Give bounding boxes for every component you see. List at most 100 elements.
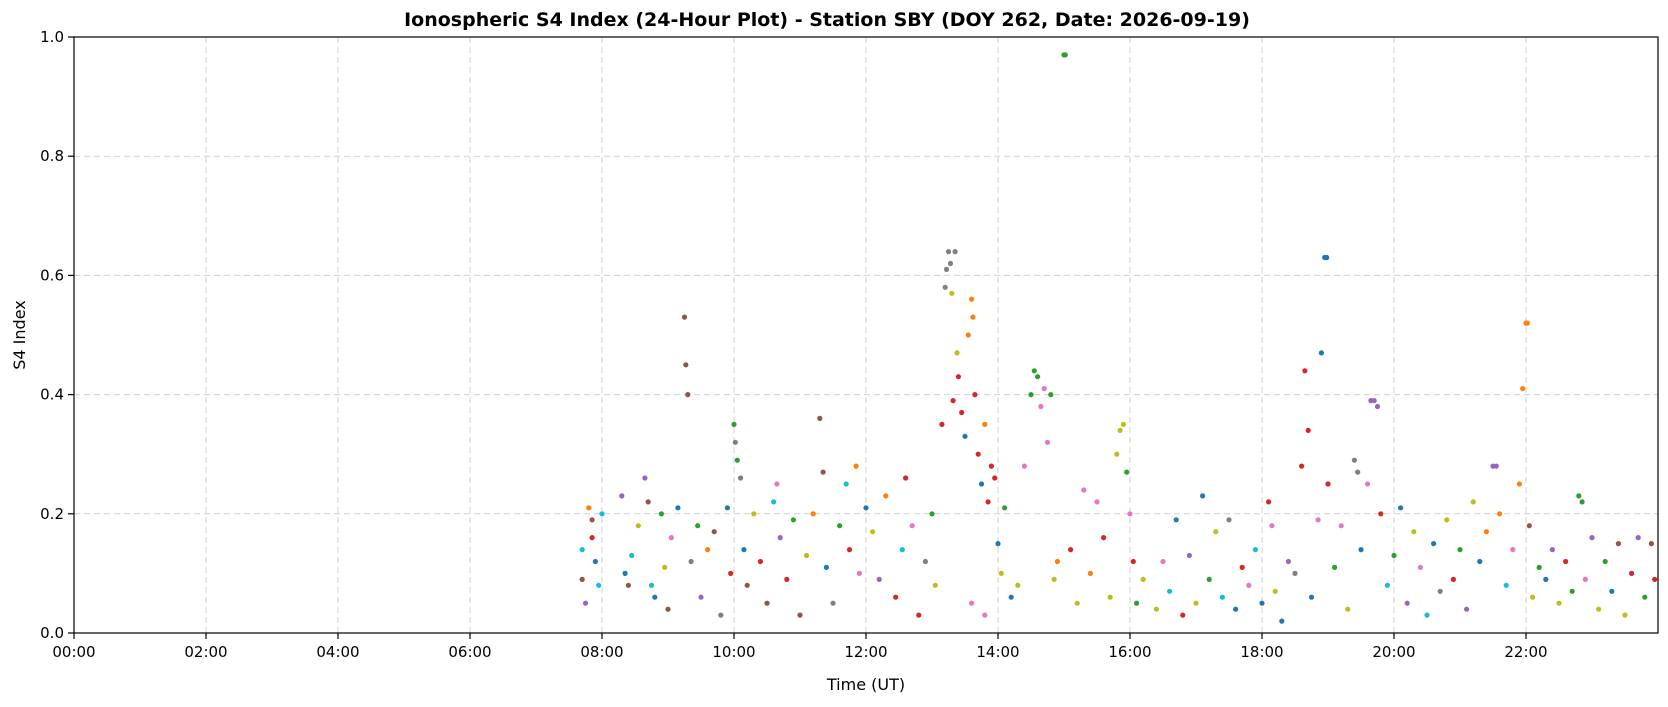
data-point <box>1299 463 1305 469</box>
data-point <box>1450 576 1456 583</box>
data-point <box>982 421 988 427</box>
data-point <box>764 600 770 606</box>
x-axis-label: Time (UT) <box>826 675 905 694</box>
data-point <box>1324 254 1330 261</box>
data-point <box>992 475 998 481</box>
data-point <box>731 421 737 427</box>
data-point <box>1549 547 1555 553</box>
data-point <box>909 523 915 529</box>
axis-ticks: 00:00 02:00 04:00 06:00 08:00 10:00 12:00 14:00… <box>40 28 1547 661</box>
data-point <box>1315 517 1321 523</box>
data-point <box>652 594 658 600</box>
data-point <box>1285 558 1291 565</box>
data-point <box>1120 421 1126 427</box>
data-point <box>1391 552 1397 559</box>
data-point <box>1015 582 1021 588</box>
data-point <box>658 511 665 517</box>
data-point <box>1193 600 1199 606</box>
data-point <box>1652 576 1658 583</box>
data-point <box>1302 368 1308 374</box>
data-point <box>579 576 585 583</box>
data-point <box>675 505 681 511</box>
data-point <box>955 374 962 380</box>
data-point <box>732 439 738 445</box>
data-point <box>1576 493 1582 499</box>
data-point <box>1398 505 1404 511</box>
data-point <box>1021 463 1027 469</box>
x-tick-label: 16:00 <box>1108 643 1151 661</box>
grid-lines <box>74 37 1658 633</box>
data-point <box>681 314 688 320</box>
data-points <box>579 52 1658 624</box>
data-point <box>579 547 585 553</box>
data-point <box>724 505 731 511</box>
data-point <box>665 606 671 612</box>
data-point <box>1371 398 1377 404</box>
x-tick-label: 18:00 <box>1240 643 1283 661</box>
data-point <box>777 535 783 541</box>
y-tick-label: 0.0 <box>40 624 64 642</box>
data-point <box>1602 558 1608 565</box>
chart-title: Ionospheric S4 Index (24-Hour Plot) - St… <box>404 9 1250 31</box>
data-point <box>978 481 985 487</box>
data-point <box>823 564 830 571</box>
data-point <box>1038 403 1044 410</box>
data-point <box>995 541 1001 547</box>
data-point <box>1266 499 1272 505</box>
data-point <box>1378 511 1384 517</box>
data-point <box>1345 606 1351 612</box>
data-point <box>688 558 694 565</box>
y-tick-label: 0.8 <box>40 147 64 165</box>
data-point <box>695 523 701 529</box>
data-point <box>751 511 757 517</box>
data-point <box>1338 523 1344 529</box>
data-point <box>1130 558 1136 565</box>
data-point <box>1124 469 1130 475</box>
data-point <box>797 612 803 618</box>
data-point <box>856 570 863 577</box>
data-point <box>1579 499 1585 505</box>
data-point <box>1642 594 1648 600</box>
data-point <box>1048 392 1054 398</box>
y-tick-label: 0.2 <box>40 505 64 523</box>
data-point <box>1246 582 1252 588</box>
data-point <box>959 409 965 416</box>
data-point <box>950 398 956 404</box>
data-point <box>932 582 938 588</box>
data-point <box>1318 350 1324 356</box>
data-point <box>1582 576 1588 583</box>
data-point <box>1543 576 1549 583</box>
data-point <box>592 558 599 565</box>
data-point <box>1087 570 1093 577</box>
data-point <box>1044 439 1051 445</box>
data-point <box>1524 320 1530 326</box>
data-point <box>586 505 592 511</box>
data-point <box>870 529 876 535</box>
data-point <box>1374 403 1381 410</box>
data-point <box>970 314 976 320</box>
data-point <box>883 493 889 499</box>
data-point <box>1239 564 1245 571</box>
data-point <box>1051 576 1057 583</box>
data-point <box>698 594 704 600</box>
data-point <box>1233 606 1239 612</box>
data-point <box>1180 612 1186 618</box>
data-point <box>969 296 975 302</box>
data-point <box>1648 541 1654 547</box>
data-point <box>1464 606 1470 612</box>
data-point <box>1457 547 1463 553</box>
x-tick-label: 14:00 <box>976 643 1019 661</box>
data-point <box>939 421 945 427</box>
data-point <box>947 260 954 267</box>
x-tick-label: 04:00 <box>316 643 359 661</box>
data-point <box>1351 457 1357 463</box>
data-point <box>945 249 952 255</box>
data-point <box>804 552 810 559</box>
x-tick-label: 22:00 <box>1504 643 1547 661</box>
data-point <box>1186 552 1192 559</box>
data-point <box>1404 600 1410 606</box>
data-point <box>954 350 960 356</box>
data-point <box>1437 588 1443 594</box>
data-point <box>1497 511 1503 517</box>
